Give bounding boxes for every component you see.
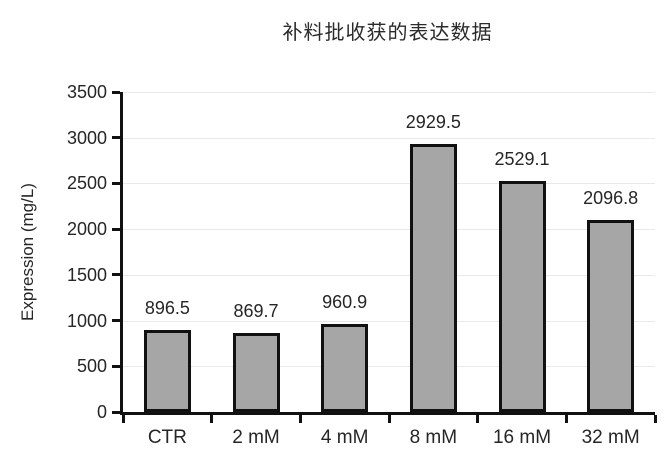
y-axis-tick	[112, 319, 120, 323]
gridline	[123, 366, 655, 368]
bar-value-label: 2096.8	[583, 188, 639, 209]
x-axis-tick	[121, 415, 125, 423]
x-axis-tick	[653, 415, 657, 423]
gridline	[123, 274, 655, 276]
x-axis-tick	[387, 415, 391, 423]
x-axis-tick	[210, 415, 214, 423]
y-tick-label: 3000	[66, 127, 107, 148]
x-tick-label: 8 mM	[409, 427, 458, 448]
bar	[498, 180, 546, 412]
y-axis-tick	[112, 181, 120, 185]
y-axis-tick	[112, 136, 120, 140]
y-tick-label: 1000	[66, 310, 107, 331]
y-axis-tick	[112, 227, 120, 231]
x-axis-tick	[564, 415, 568, 423]
bar-value-label: 2929.5	[405, 112, 461, 133]
y-tick-label: 2500	[66, 173, 107, 194]
bar-value-label: 896.5	[144, 298, 190, 319]
x-axis-tick	[476, 415, 480, 423]
y-tick-label: 3500	[66, 82, 107, 102]
bar-value-label: 960.9	[322, 292, 368, 313]
y-axis-tick	[112, 364, 120, 368]
gridline	[123, 183, 655, 185]
bar	[143, 330, 191, 412]
gridline	[123, 137, 655, 139]
y-axis-tick	[112, 273, 120, 277]
x-tick-label: 4 mM	[320, 427, 369, 448]
x-tick-label: 2 mM	[232, 427, 280, 448]
gridline	[123, 320, 655, 322]
bar-value-label: 2529.1	[494, 148, 550, 169]
y-tick-label: 1500	[66, 264, 107, 285]
chart-title: 补料批收获的表达数据	[282, 22, 493, 44]
gridline	[123, 229, 655, 231]
x-tick-label: 16 mM	[492, 427, 552, 448]
gridline	[123, 92, 655, 93]
bar	[321, 324, 369, 412]
y-tick-label: 0	[96, 402, 107, 422]
bar	[587, 220, 635, 412]
x-tick-label: CTR	[147, 427, 187, 448]
y-axis-tick	[112, 410, 120, 414]
y-axis-tick	[112, 90, 120, 94]
bar	[232, 332, 280, 412]
bar-value-label: 869.7	[233, 300, 279, 321]
y-axis-title: Expression (mg/L)	[18, 183, 37, 321]
x-tick-label: 32 mM	[581, 427, 640, 448]
x-axis-tick	[298, 415, 302, 423]
y-tick-label: 500	[76, 356, 107, 377]
y-tick-label: 2000	[66, 219, 107, 240]
bar	[409, 144, 457, 412]
plot-area: 0 500 1000 1500 2000 2500 3000 3500 896.5 CTR 869.…	[67, 82, 657, 448]
